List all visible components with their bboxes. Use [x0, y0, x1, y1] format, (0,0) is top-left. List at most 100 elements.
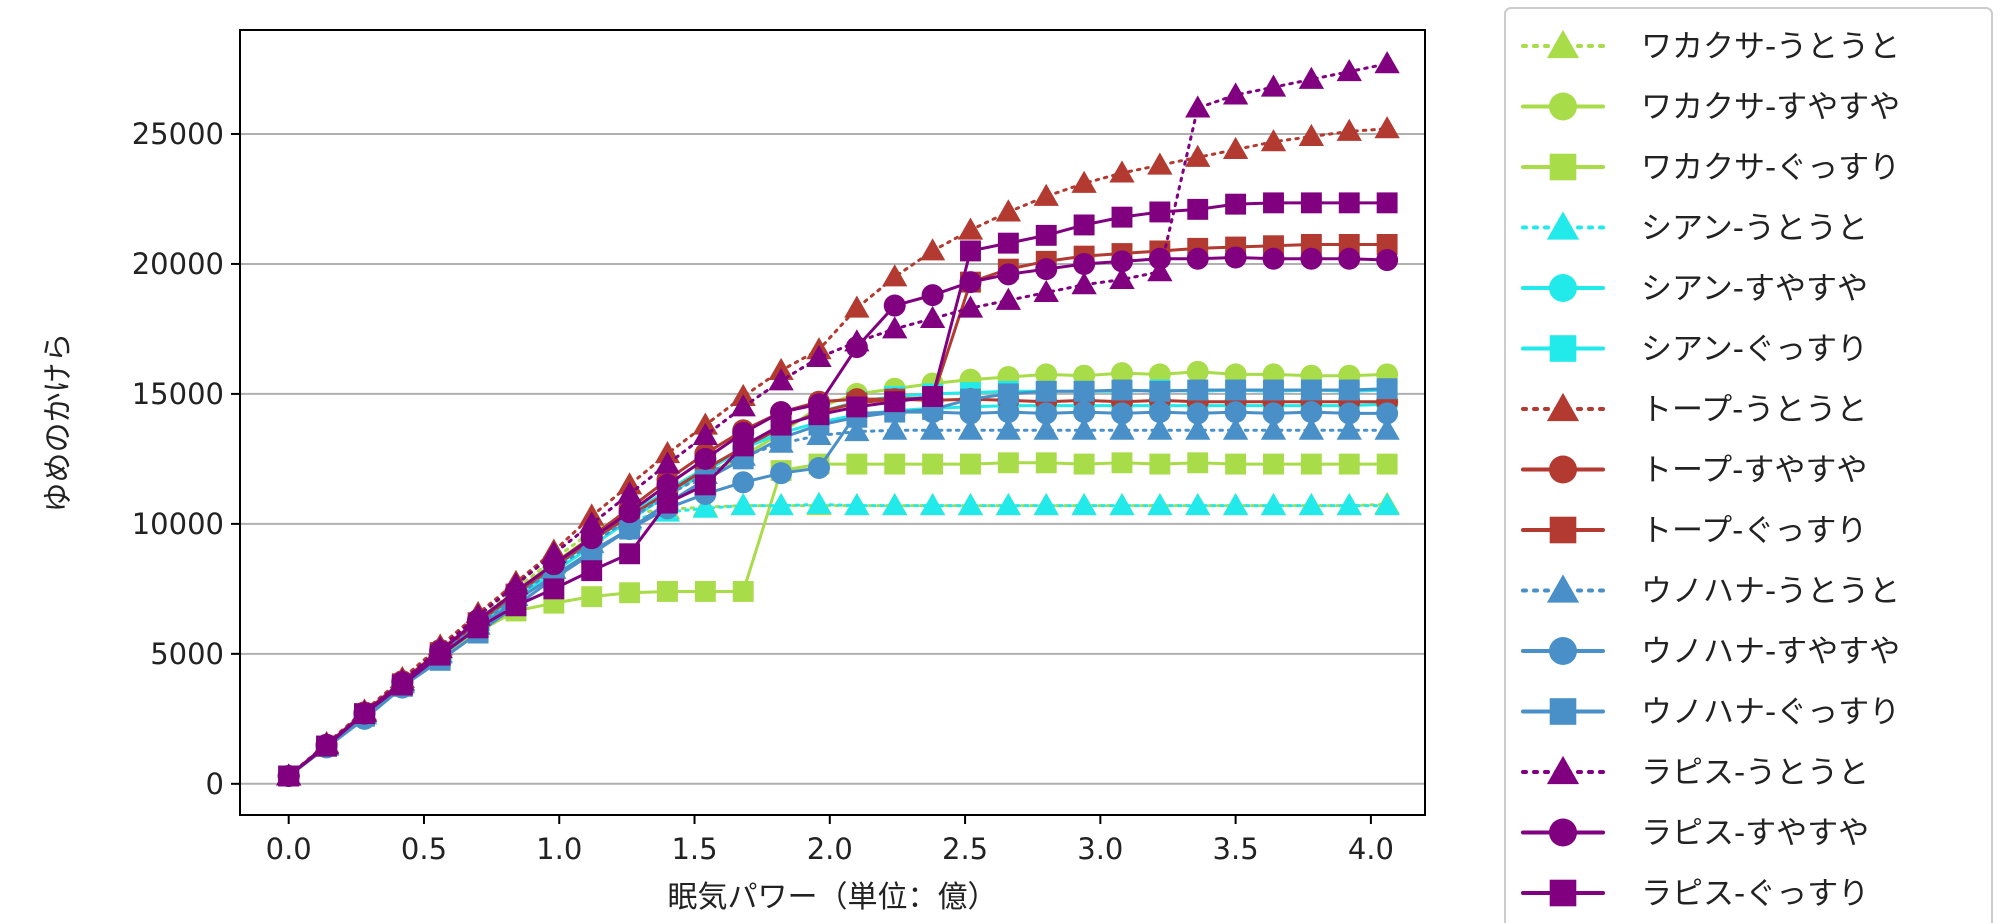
data-point: [1186, 247, 1209, 270]
data-point: [1185, 144, 1211, 167]
data-point: [1110, 362, 1133, 385]
legend-item: ワカクサ-すやすや: [1521, 90, 1900, 126]
data-point: [1224, 246, 1247, 269]
legend-marker: [1549, 818, 1577, 847]
data-point: [1109, 493, 1135, 516]
data-point: [1338, 247, 1361, 270]
data-point: [656, 473, 679, 496]
y-tick-label: 10000: [132, 507, 224, 541]
data-point: [732, 471, 755, 494]
data-point: [1035, 258, 1058, 281]
data-point: [1147, 259, 1173, 282]
data-point: [957, 417, 984, 440]
legend-item: トープ-うとうと: [1521, 392, 1867, 428]
data-point: [1109, 417, 1135, 440]
data-point: [997, 383, 1019, 405]
data-point: [922, 453, 944, 475]
legend-label: ワカクサ-ぐっすり: [1641, 150, 1900, 186]
data-point: [995, 417, 1022, 440]
legend-item: ラピス-すやすや: [1521, 816, 1869, 852]
data-point: [1073, 214, 1095, 236]
data-point: [1035, 363, 1058, 386]
data-point: [1185, 493, 1211, 516]
data-point: [1374, 51, 1400, 74]
data-point: [846, 396, 868, 418]
legend-item: トープ-すやすや: [1521, 453, 1867, 489]
data-point: [732, 581, 754, 602]
legend-marker: [1546, 574, 1580, 603]
data-point: [619, 518, 641, 540]
data-point: [581, 543, 603, 565]
legend-marker: [1549, 455, 1577, 484]
legend-item: ラピス-ぐっすり: [1521, 876, 1869, 912]
legend-marker: [1549, 516, 1577, 544]
data-point: [1224, 401, 1247, 424]
y-tick-label: 25000: [132, 117, 224, 151]
data-point: [1298, 66, 1325, 89]
data-point: [882, 417, 908, 440]
data-point: [844, 493, 870, 516]
data-point: [730, 493, 756, 516]
legend-marker: [1549, 335, 1577, 362]
legend-item: シアン-ぐっすり: [1521, 332, 1868, 368]
data-point: [808, 404, 830, 426]
data-point: [1298, 123, 1325, 147]
data-point: [1376, 233, 1398, 255]
data-point: [922, 386, 944, 407]
data-point: [692, 422, 718, 445]
data-point: [1187, 452, 1209, 474]
data-point: [1298, 493, 1325, 516]
plot-frame: [239, 29, 1426, 816]
series-6: [276, 116, 1400, 786]
data-point: [1109, 160, 1135, 183]
data-point: [919, 305, 946, 329]
data-point: [429, 644, 451, 666]
data-point: [1033, 183, 1059, 206]
data-point: [957, 295, 984, 318]
data-point: [1110, 402, 1133, 425]
y-tick-label: 0: [206, 767, 224, 801]
data-point: [1110, 250, 1133, 273]
x-tick-label: 3.5: [1213, 832, 1259, 866]
legend-item: ウノハナ-すやすや: [1521, 634, 1900, 670]
data-point: [694, 474, 716, 496]
legend-item: ウノハナ-うとうと: [1521, 574, 1900, 610]
data-point: [1033, 417, 1059, 440]
data-point: [1300, 453, 1322, 475]
data-point: [1111, 379, 1133, 401]
data-point: [919, 493, 946, 516]
data-point: [1186, 360, 1209, 383]
data-point: [884, 453, 906, 475]
series-line: [287, 388, 1389, 778]
data-point: [1374, 417, 1400, 440]
data-point: [1298, 417, 1325, 440]
data-point: [542, 553, 565, 576]
data-point: [1073, 453, 1095, 475]
x-tick-label: 0.0: [266, 832, 312, 866]
data-point: [1111, 206, 1133, 228]
legend-item: ラピス-うとうと: [1521, 755, 1869, 791]
data-point: [1338, 453, 1360, 475]
data-point: [1300, 401, 1323, 424]
data-point: [316, 735, 338, 757]
data-point: [960, 388, 981, 410]
data-point: [1300, 247, 1323, 270]
data-point: [1186, 402, 1209, 425]
data-point: [1149, 201, 1171, 223]
legend-marker: [1546, 755, 1580, 785]
data-point: [1073, 252, 1096, 275]
data-point: [997, 452, 1019, 474]
data-point: [694, 447, 717, 470]
data-point: [919, 417, 946, 440]
data-point: [730, 394, 756, 417]
series-line: [287, 255, 1389, 778]
legend-item: シアン-すやすや: [1521, 271, 1868, 307]
data-point: [467, 617, 489, 639]
series-line: [287, 201, 1389, 778]
legend-marker: [1549, 637, 1577, 665]
data-point: [1300, 379, 1322, 401]
data-point: [919, 238, 946, 261]
data-point: [1374, 493, 1400, 516]
data-point: [882, 493, 908, 516]
